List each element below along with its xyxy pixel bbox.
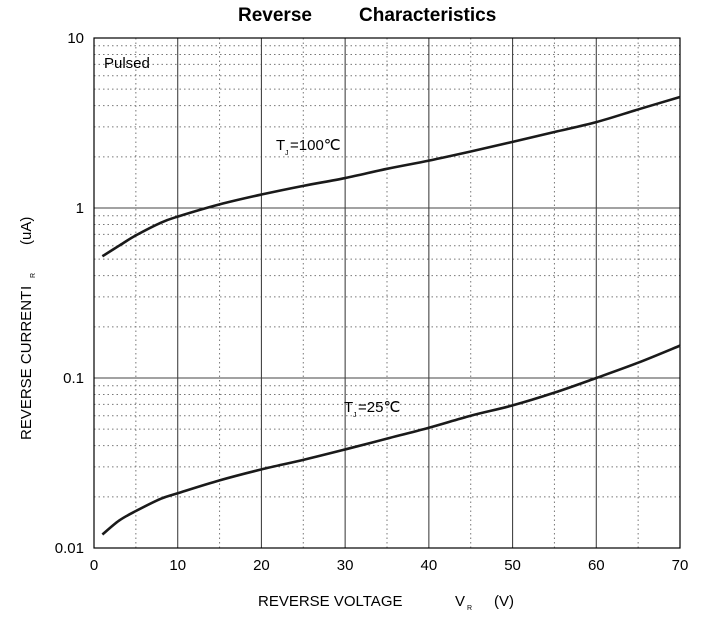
series-label-100c: T J =100℃ — [276, 137, 341, 157]
series-100c-value: =100℃ — [290, 137, 341, 154]
series-label-25c: T J =25℃ — [344, 399, 400, 419]
x-tick-label: 30 — [337, 557, 354, 574]
y-tick-label: 1 — [76, 200, 84, 217]
y-axis-label-text: REVERSE CURRENT — [18, 291, 35, 440]
y-tick-label: 10 — [67, 30, 84, 47]
y-axis-label-unit: (uA) — [18, 217, 35, 245]
y-tick-label: 0.01 — [55, 540, 84, 557]
pulsed-annotation: Pulsed — [104, 55, 150, 72]
y-axis-label-sub: R — [30, 273, 37, 278]
x-tick-label: 60 — [588, 557, 605, 574]
plot-frame — [93, 37, 681, 549]
series-line-100c — [101, 95, 681, 258]
series-100c-sub: J — [285, 150, 289, 157]
chart-title-part1: Reverse — [238, 5, 312, 26]
series-25c-symbol: T — [344, 399, 353, 416]
series-25c-sub: J — [353, 412, 357, 419]
series-25c-value: =25℃ — [358, 399, 400, 416]
x-axis-label-unit: (V) — [494, 593, 514, 610]
y-tick-label: 0.1 — [63, 370, 84, 387]
x-tick-label: 0 — [90, 557, 98, 574]
y-axis-label-symbol: I — [18, 286, 35, 290]
x-axis-label-text: REVERSE VOLTAGE — [258, 593, 403, 610]
series-100c-symbol: T — [276, 137, 285, 154]
x-tick-label: 70 — [672, 557, 689, 574]
x-axis-label-symbol: V — [455, 593, 465, 610]
x-axis-label: REVERSE VOLTAGE V R (V) — [258, 593, 514, 612]
x-tick-label: 20 — [253, 557, 270, 574]
x-tick-label: 50 — [504, 557, 521, 574]
series-line-25c — [101, 344, 681, 536]
x-tick-label: 10 — [169, 557, 186, 574]
chart-title-part2: Characteristics — [359, 5, 497, 26]
y-axis-label: REVERSE CURRENT I R (uA) — [18, 217, 37, 440]
x-tick-label: 40 — [421, 557, 438, 574]
x-axis-label-sub: R — [467, 605, 472, 612]
